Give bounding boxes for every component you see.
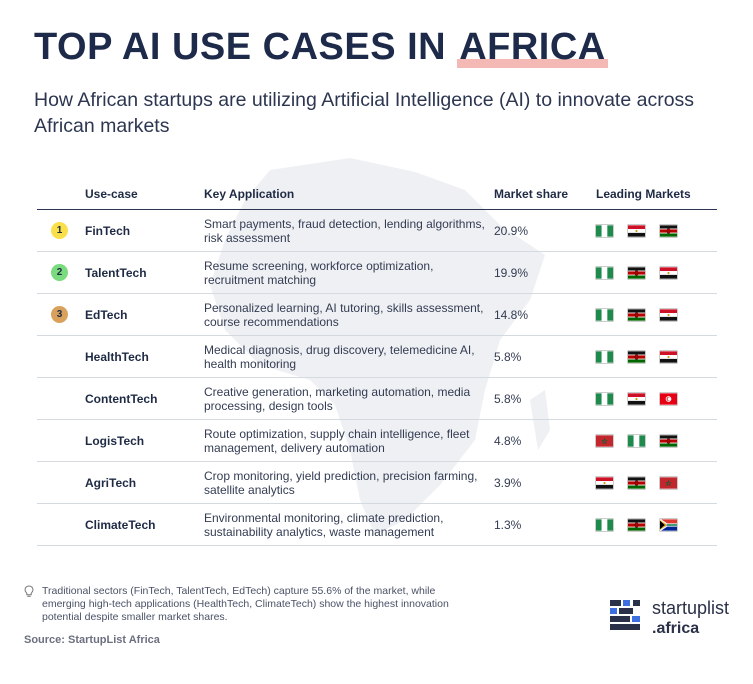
leading-markets-cell <box>596 209 717 252</box>
market-share-value: 19.9% <box>494 251 596 294</box>
egypt-flag-icon <box>660 351 677 363</box>
table-row: ClimateTech Environmental monitoring, cli… <box>37 503 717 546</box>
rank-badge: 2 <box>51 264 68 281</box>
title-text: TOP AI USE CASES IN <box>34 26 458 68</box>
kenya-flag-icon <box>628 267 645 279</box>
table-row: HealthTech Medical diagnosis, drug discov… <box>37 335 717 378</box>
leading-markets-cell <box>596 461 717 504</box>
startuplist-logo-icon <box>610 600 640 630</box>
title-highlight: AFRICA <box>457 26 608 68</box>
use-case-label: TalentTech <box>85 251 204 294</box>
kenya-flag-icon <box>628 519 645 531</box>
morocco-flag-icon <box>660 477 677 489</box>
use-case-table: Use-case Key Application Market share Le… <box>37 178 717 546</box>
tunisia-flag-icon <box>660 393 677 405</box>
egypt-flag-icon <box>596 477 613 489</box>
rank-cell: 2 <box>37 251 85 294</box>
nigeria-flag-icon <box>596 393 613 405</box>
egypt-flag-icon <box>628 393 645 405</box>
table-body: 1 FinTech Smart payments, fraud detection,… <box>37 209 717 546</box>
kenya-flag-icon <box>660 225 677 237</box>
page-subtitle: How African startups are utilizing Artif… <box>34 89 695 137</box>
use-case-label: AgriTech <box>85 461 204 504</box>
rank-cell <box>37 503 85 546</box>
market-share-value: 14.8% <box>494 293 596 336</box>
table-row: LogisTech Route optimization, supply chai… <box>37 419 717 462</box>
nigeria-flag-icon <box>596 519 613 531</box>
market-share-value: 1.3% <box>494 503 596 546</box>
rank-cell: 1 <box>37 209 85 252</box>
egypt-flag-icon <box>628 225 645 237</box>
kenya-flag-icon <box>628 477 645 489</box>
morocco-flag-icon <box>596 435 613 447</box>
leading-markets-cell <box>596 377 717 420</box>
key-application-text: Crop monitoring, yield prediction, preci… <box>204 461 494 504</box>
use-case-label: HealthTech <box>85 335 204 378</box>
kenya-flag-icon <box>628 309 645 321</box>
table-row: 2 TalentTech Resume screening, workforce o… <box>37 251 717 294</box>
key-application-text: Medical diagnosis, drug discovery, telem… <box>204 335 494 378</box>
use-case-label: EdTech <box>85 293 204 336</box>
key-application-text: Creative generation, marketing automatio… <box>204 377 494 420</box>
use-case-label: ContentTech <box>85 377 204 420</box>
logo-name: startuplist <box>652 598 730 618</box>
key-application-text: Personalized learning, AI tutoring, skil… <box>204 293 494 336</box>
page-title: TOP AI USE CASES IN AFRICA <box>34 26 608 69</box>
egypt-flag-icon <box>660 309 677 321</box>
rank-cell <box>37 377 85 420</box>
rank-badge: 1 <box>51 222 68 239</box>
header-use-case: Use-case <box>85 178 204 210</box>
table-header-row: Use-case Key Application Market share Le… <box>37 178 717 210</box>
key-application-text: Smart payments, fraud detection, lending… <box>204 209 494 252</box>
kenya-flag-icon <box>628 351 645 363</box>
table-row: 3 EdTech Personalized learning, AI tutorin… <box>37 293 717 336</box>
footnote: Traditional sectors (FinTech, TalentTech… <box>24 585 494 624</box>
kenya-flag-icon <box>660 435 677 447</box>
leading-markets-cell <box>596 503 717 546</box>
nigeria-flag-icon <box>596 351 613 363</box>
header-key-application: Key Application <box>204 178 494 210</box>
lightbulb-icon <box>24 585 38 602</box>
logo-tld: .africa <box>652 620 700 637</box>
south-africa-flag-icon <box>659 519 678 532</box>
market-share-value: 5.8% <box>494 335 596 378</box>
leading-markets-cell <box>596 251 717 294</box>
rank-badge: 3 <box>51 306 68 323</box>
key-application-text: Environmental monitoring, climate predic… <box>204 503 494 546</box>
rank-cell <box>37 461 85 504</box>
table-row: AgriTech Crop monitoring, yield predictio… <box>37 461 717 504</box>
use-case-label: LogisTech <box>85 419 204 462</box>
table-row: ContentTech Creative generation, marketin… <box>37 377 717 420</box>
rank-cell <box>37 419 85 462</box>
market-share-value: 20.9% <box>494 209 596 252</box>
table-row: 1 FinTech Smart payments, fraud detection,… <box>37 209 717 252</box>
rank-cell: 3 <box>37 293 85 336</box>
use-case-label: ClimateTech <box>85 503 204 546</box>
market-share-value: 3.9% <box>494 461 596 504</box>
nigeria-flag-icon <box>596 309 613 321</box>
use-case-label: FinTech <box>85 209 204 252</box>
source-credit: Source: StartupList Africa <box>24 634 160 646</box>
footnote-text: Traditional sectors (FinTech, TalentTech… <box>42 585 449 623</box>
header-leading-markets: Leading Markets <box>596 178 717 210</box>
leading-markets-cell <box>596 335 717 378</box>
key-application-text: Route optimization, supply chain intelli… <box>204 419 494 462</box>
egypt-flag-icon <box>660 267 677 279</box>
nigeria-flag-icon <box>628 435 645 447</box>
key-application-text: Resume screening, workforce optimization… <box>204 251 494 294</box>
market-share-value: 5.8% <box>494 377 596 420</box>
nigeria-flag-icon <box>596 267 613 279</box>
nigeria-flag-icon <box>596 225 613 237</box>
header-market-share: Market share <box>494 178 596 210</box>
market-share-value: 4.8% <box>494 419 596 462</box>
header-rank <box>37 178 85 210</box>
leading-markets-cell <box>596 293 717 336</box>
rank-cell <box>37 335 85 378</box>
leading-markets-cell <box>596 419 717 462</box>
